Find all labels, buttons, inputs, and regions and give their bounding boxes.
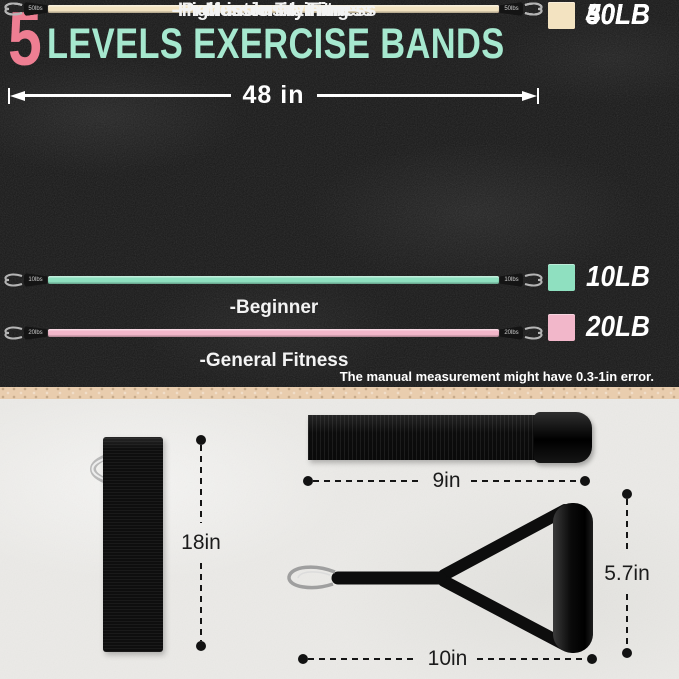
legend-color-swatch [548,313,575,341]
dotted-line [308,658,418,660]
total-length-measure: 48 in [8,81,540,110]
measure-dot [196,641,206,651]
handle-hook-icon [287,565,336,590]
arrowhead-right-icon [522,90,538,101]
legend-color-swatch [548,1,575,29]
band-level-label: -Professional Fitness [175,0,373,21]
measure-line [25,94,231,97]
measure-dot [580,476,590,486]
strap-length-label: 9in [432,469,461,492]
handle-height-label: 5.7in [604,561,650,585]
band-weight-tag: 50lbs [24,2,47,16]
legend-color-swatch [548,263,575,291]
handle-width-label: 10in [427,647,468,670]
divider-strip [0,387,679,399]
strap-length-measure: 9in [303,469,590,492]
measure-dot [196,435,206,445]
measure-dot [622,648,632,658]
band-weight-tag: 50lbs [500,2,523,16]
total-length-label: 48 in [242,81,305,109]
carabiner-hook-icon [4,326,23,340]
band-level-label: -High-intensity Fitness [171,0,377,21]
measure-dot [587,654,598,664]
band-row: 50lbs 50lbs [0,0,547,18]
legend-weight-label: 20LB [586,310,650,343]
legend-item: 20LB [548,310,678,343]
resistance-band [48,329,499,337]
carabiner-hook-icon [524,273,543,287]
legend-weight-label: 30LB [586,0,650,31]
handle-width-measure: 10in [298,647,598,670]
carabiner-hook-icon [524,2,543,16]
measure-dot [622,489,632,499]
resistance-band [48,276,499,284]
door-anchor-length-measure: 18in [179,435,223,651]
band-row: 10lbs 10lbs [0,271,547,289]
resistance-band [48,5,499,13]
strap-end-cap [534,412,592,463]
nylon-strap [308,415,536,460]
exercise-handle [287,503,593,653]
door-anchor [103,437,163,652]
legend-weight-label: 50LB [586,0,650,31]
measurement-disclaimer: The manual measurement might have 0.3-1i… [339,369,654,384]
dotted-line [313,480,423,482]
legend-item: 40LB [548,0,678,31]
band-level-label: -General Fitness [199,350,349,371]
arrowhead-left-icon [10,90,25,101]
legend-weight-label: 10LB [586,260,650,293]
handle-grip [553,503,593,653]
dotted-line [200,563,202,641]
band-row: 20lbs 20lbs [0,324,547,342]
band-weight-tag: 10lbs [500,273,523,287]
measure-endbar [8,87,10,104]
carabiner-hook-icon [4,273,23,287]
band-weight-tag: 20lbs [500,326,523,340]
page-title: LEVELS EXERCISE BANDS [47,20,505,68]
measure-dot [298,654,308,664]
legend-item: 50LB [548,0,678,31]
handle-height-measure: 5.7in [604,489,650,658]
dotted-line [470,480,580,482]
dotted-line [626,499,628,554]
legend-item: 10LB [548,260,678,293]
dotted-line [626,593,628,648]
measure-endbar [537,87,540,104]
band-level-label: -Beginner [229,297,319,318]
accessories-section: 18in 9in [0,399,679,679]
band-weight-tag: 10lbs [24,273,47,287]
bands-overview-section: 5 LEVELS EXERCISE BANDS 48 in 10lbs 10lb… [0,0,679,387]
carabiner-hook-icon [4,2,23,16]
measure-dot [303,476,313,486]
carabiner-hook-icon [524,326,543,340]
band-level-label: -Muscle Training [199,0,349,21]
dotted-line [477,658,588,660]
dotted-line [200,445,202,523]
legend-weight-label: 40LB [586,0,650,31]
measure-line [316,94,523,97]
door-anchor-length-label: 18in [181,531,221,554]
band-weight-tag: 20lbs [24,326,47,340]
